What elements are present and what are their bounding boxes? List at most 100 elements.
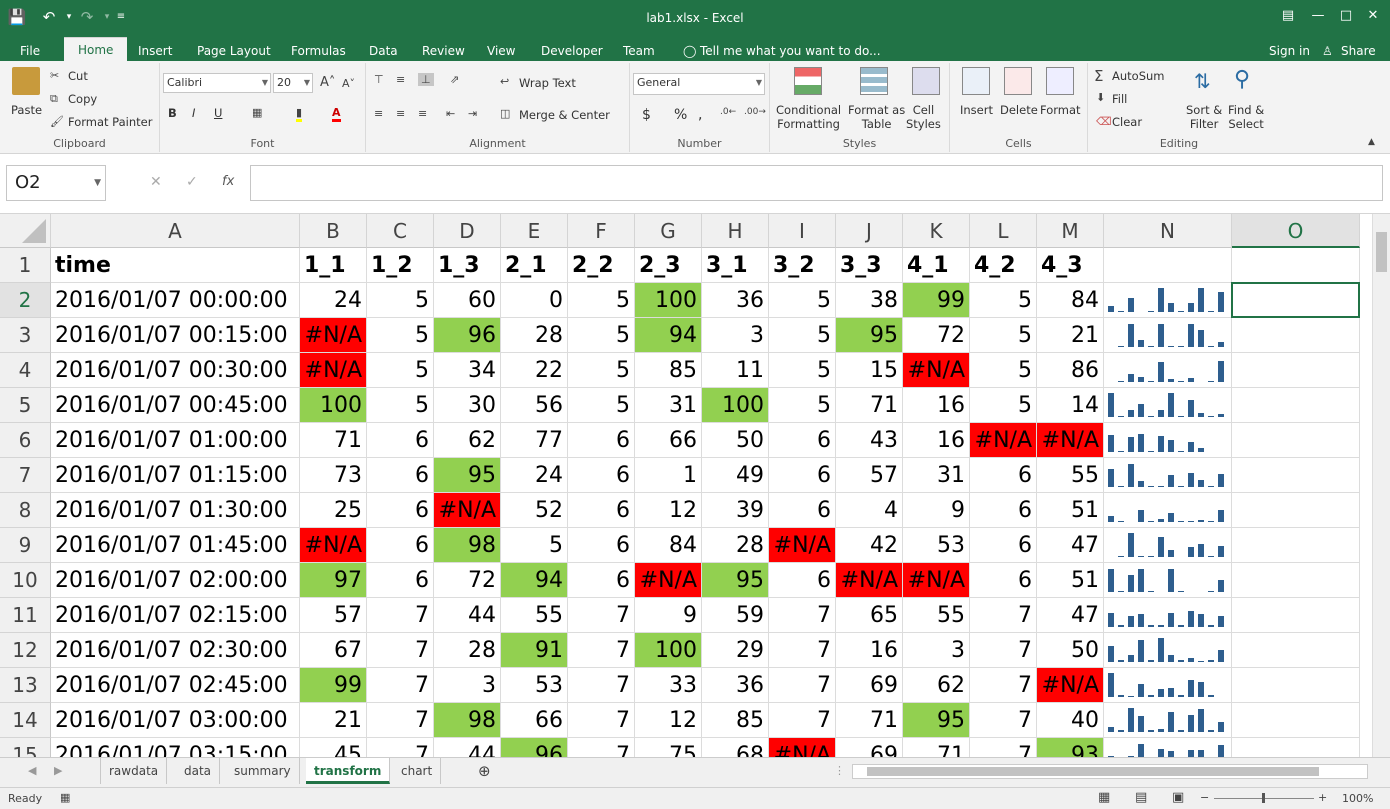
- cell-i1[interactable]: 3_2: [769, 248, 836, 283]
- cell-g1[interactable]: 2_3: [635, 248, 702, 283]
- cell-f7[interactable]: 6: [568, 458, 635, 493]
- horizontal-scroll-thumb[interactable]: [867, 767, 1319, 776]
- cell-o2[interactable]: [1232, 283, 1360, 318]
- cell-l9[interactable]: 6: [970, 528, 1037, 563]
- select-all-corner[interactable]: [0, 214, 51, 248]
- sort-filter-icon[interactable]: ⇅: [1194, 69, 1211, 93]
- cell-g12[interactable]: 100: [635, 633, 702, 668]
- cell-o4[interactable]: [1232, 353, 1360, 388]
- column-header-o[interactable]: O: [1232, 214, 1360, 248]
- redo-dropdown-icon[interactable]: ▾: [104, 12, 110, 22]
- maximize-icon[interactable]: □: [1339, 8, 1353, 23]
- cell-c2[interactable]: 5: [367, 283, 434, 318]
- tab-data[interactable]: Data: [369, 44, 398, 58]
- cell-h14[interactable]: 85: [702, 703, 769, 738]
- row-header-15[interactable]: 15: [0, 738, 51, 757]
- cell-l11[interactable]: 7: [970, 598, 1037, 633]
- cell-k12[interactable]: 3: [903, 633, 970, 668]
- cell-o10[interactable]: [1232, 563, 1360, 598]
- tab-formulas[interactable]: Formulas: [291, 44, 346, 58]
- cell-f3[interactable]: 5: [568, 318, 635, 353]
- cell-m15[interactable]: 93: [1037, 738, 1104, 757]
- cell-i11[interactable]: 7: [769, 598, 836, 633]
- cell-j6[interactable]: 43: [836, 423, 903, 458]
- cell-h8[interactable]: 39: [702, 493, 769, 528]
- share-button[interactable]: Share: [1341, 44, 1376, 58]
- cell-a5[interactable]: 2016/01/07 00:45:00: [51, 388, 300, 423]
- cell-o6[interactable]: [1232, 423, 1360, 458]
- cell-d10[interactable]: 72: [434, 563, 501, 598]
- format-cells-icon[interactable]: [1046, 67, 1074, 95]
- cell-l2[interactable]: 5: [970, 283, 1037, 318]
- tab-team[interactable]: Team: [623, 44, 655, 58]
- cell-b9[interactable]: #N/A: [300, 528, 367, 563]
- ribbon-display-icon[interactable]: ▤: [1281, 8, 1295, 23]
- increase-indent-icon[interactable]: ⇥: [468, 107, 478, 120]
- cell-b1[interactable]: 1_1: [300, 248, 367, 283]
- cell-b13[interactable]: 99: [300, 668, 367, 703]
- cell-f12[interactable]: 7: [568, 633, 635, 668]
- tab-home[interactable]: Home: [64, 37, 128, 61]
- cell-o3[interactable]: [1232, 318, 1360, 353]
- cell-g6[interactable]: 66: [635, 423, 702, 458]
- cell-c3[interactable]: 5: [367, 318, 434, 353]
- cell-k11[interactable]: 55: [903, 598, 970, 633]
- column-header-h[interactable]: H: [702, 214, 769, 248]
- cell-g2[interactable]: 100: [635, 283, 702, 318]
- decrease-decimal-icon[interactable]: .00→: [744, 107, 766, 117]
- cell-f1[interactable]: 2_2: [568, 248, 635, 283]
- cell-f13[interactable]: 7: [568, 668, 635, 703]
- cell-k10[interactable]: #N/A: [903, 563, 970, 598]
- cell-d12[interactable]: 28: [434, 633, 501, 668]
- column-header-k[interactable]: K: [903, 214, 970, 248]
- font-size-select[interactable]: 20 ▼: [273, 73, 313, 93]
- cell-m12[interactable]: 50: [1037, 633, 1104, 668]
- font-color-icon[interactable]: A: [332, 106, 341, 122]
- font-name-select[interactable]: Calibri ▼: [163, 73, 271, 93]
- underline-button[interactable]: U: [214, 106, 223, 120]
- cell-b12[interactable]: 67: [300, 633, 367, 668]
- row-header-9[interactable]: 9: [0, 528, 51, 563]
- cell-c14[interactable]: 7: [367, 703, 434, 738]
- column-header-d[interactable]: D: [434, 214, 501, 248]
- fill-button[interactable]: Fill: [1112, 92, 1128, 106]
- save-icon[interactable]: 💾: [7, 8, 27, 26]
- cell-e8[interactable]: 52: [501, 493, 568, 528]
- cell-i15[interactable]: #N/A: [769, 738, 836, 757]
- cell-h5[interactable]: 100: [702, 388, 769, 423]
- cell-i13[interactable]: 7: [769, 668, 836, 703]
- increase-decimal-icon[interactable]: .0←: [720, 107, 737, 117]
- cell-b7[interactable]: 73: [300, 458, 367, 493]
- cell-g9[interactable]: 84: [635, 528, 702, 563]
- cell-f10[interactable]: 6: [568, 563, 635, 598]
- cell-i10[interactable]: 6: [769, 563, 836, 598]
- align-center-icon[interactable]: ≡: [396, 107, 406, 120]
- page-break-view-icon[interactable]: ▣: [1172, 790, 1185, 805]
- cell-h6[interactable]: 50: [702, 423, 769, 458]
- cell-e9[interactable]: 5: [501, 528, 568, 563]
- vertical-scrollbar[interactable]: [1372, 214, 1390, 757]
- paste-button[interactable]: Paste: [11, 103, 43, 117]
- format-painter-button[interactable]: Format Painter: [68, 115, 153, 129]
- insert-cells-icon[interactable]: [962, 67, 990, 95]
- decrease-font-icon[interactable]: A˅: [342, 77, 356, 90]
- cell-f4[interactable]: 5: [568, 353, 635, 388]
- cell-e12[interactable]: 91: [501, 633, 568, 668]
- undo-icon[interactable]: ↶: [42, 8, 56, 26]
- cell-g11[interactable]: 9: [635, 598, 702, 633]
- cell-a15[interactable]: 2016/01/07 03:15:00: [51, 738, 300, 757]
- align-middle-icon[interactable]: ≡: [396, 73, 406, 86]
- column-header-c[interactable]: C: [367, 214, 434, 248]
- cell-l15[interactable]: 7: [970, 738, 1037, 757]
- cell-l3[interactable]: 5: [970, 318, 1037, 353]
- enter-icon[interactable]: ✓: [186, 174, 198, 190]
- fill-color-icon[interactable]: ▮: [296, 106, 303, 122]
- zoom-out-icon[interactable]: −: [1200, 791, 1210, 804]
- cell-k14[interactable]: 95: [903, 703, 970, 738]
- cell-b6[interactable]: 71: [300, 423, 367, 458]
- cell-i5[interactable]: 5: [769, 388, 836, 423]
- cell-h11[interactable]: 59: [702, 598, 769, 633]
- cell-styles-button[interactable]: Cell Styles: [906, 103, 941, 131]
- cell-a10[interactable]: 2016/01/07 02:00:00: [51, 563, 300, 598]
- cut-button[interactable]: Cut: [68, 69, 88, 83]
